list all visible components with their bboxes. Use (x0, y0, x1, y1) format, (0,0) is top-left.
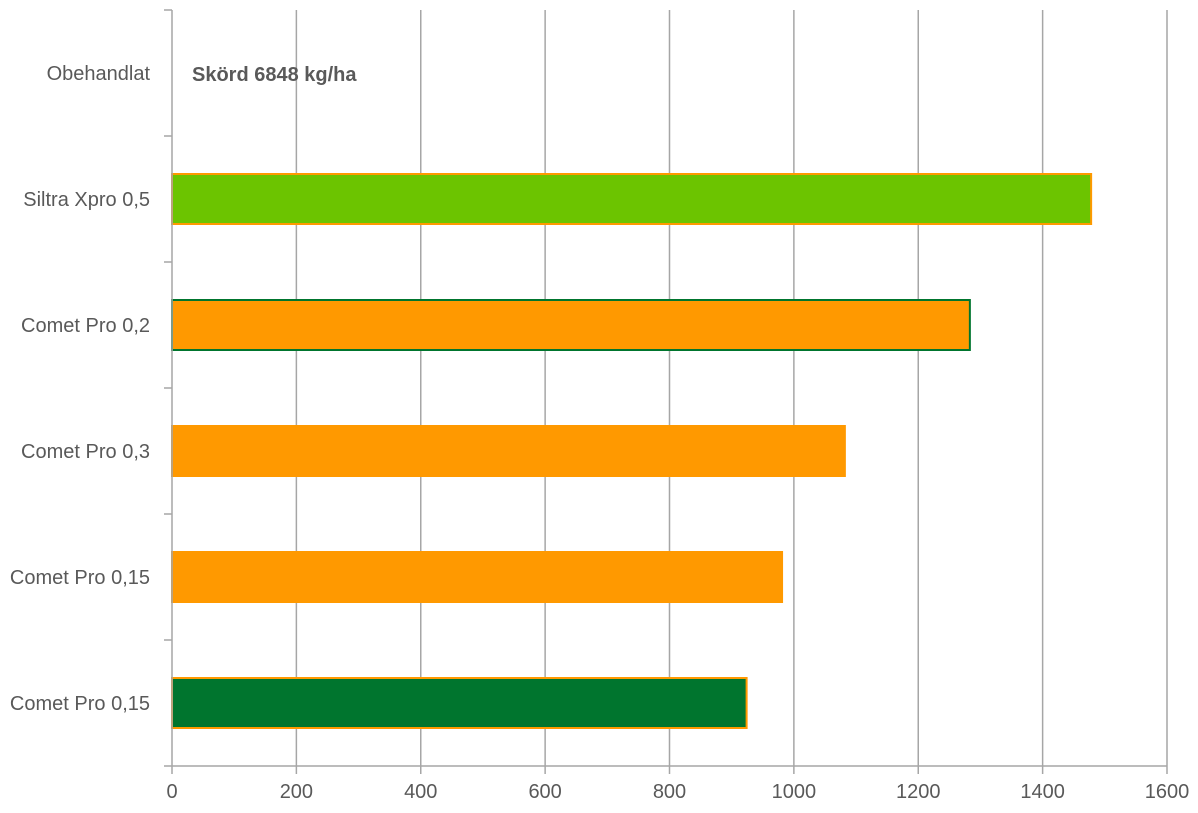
category-label: Comet Pro 0,15 (10, 693, 150, 715)
bar (171, 173, 1093, 225)
grid-layer (295, 10, 1168, 766)
yield-annotation: Skörd 6848 kg/ha (192, 64, 357, 86)
category-label: Comet Pro 0,15 (10, 567, 150, 589)
axis-layer (164, 9, 1168, 774)
x-tick-label: 1600 (1145, 781, 1190, 803)
x-tick-label: 800 (653, 781, 686, 803)
bar (171, 677, 748, 729)
label-layer: 0 200 400 600 800 1000 1200 1400 1600 Obehandlat S… (10, 63, 1189, 803)
bar (171, 299, 971, 351)
category-label: Comet Pro 0,3 (21, 441, 150, 463)
x-tick-label: 1000 (772, 781, 817, 803)
category-label: Comet Pro 0,2 (21, 315, 150, 337)
x-tick-label: 1200 (896, 781, 941, 803)
bar-layer (171, 173, 1093, 729)
x-tick-label: 1400 (1020, 781, 1065, 803)
x-tick-label: 0 (166, 781, 177, 803)
x-tick-label: 400 (404, 781, 437, 803)
category-label: Siltra Xpro 0,5 (23, 189, 150, 211)
x-tick-label: 200 (280, 781, 313, 803)
x-tick-label: 600 (528, 781, 561, 803)
category-label: Obehandlat (47, 63, 151, 85)
bar (171, 551, 784, 603)
bar (171, 425, 846, 477)
